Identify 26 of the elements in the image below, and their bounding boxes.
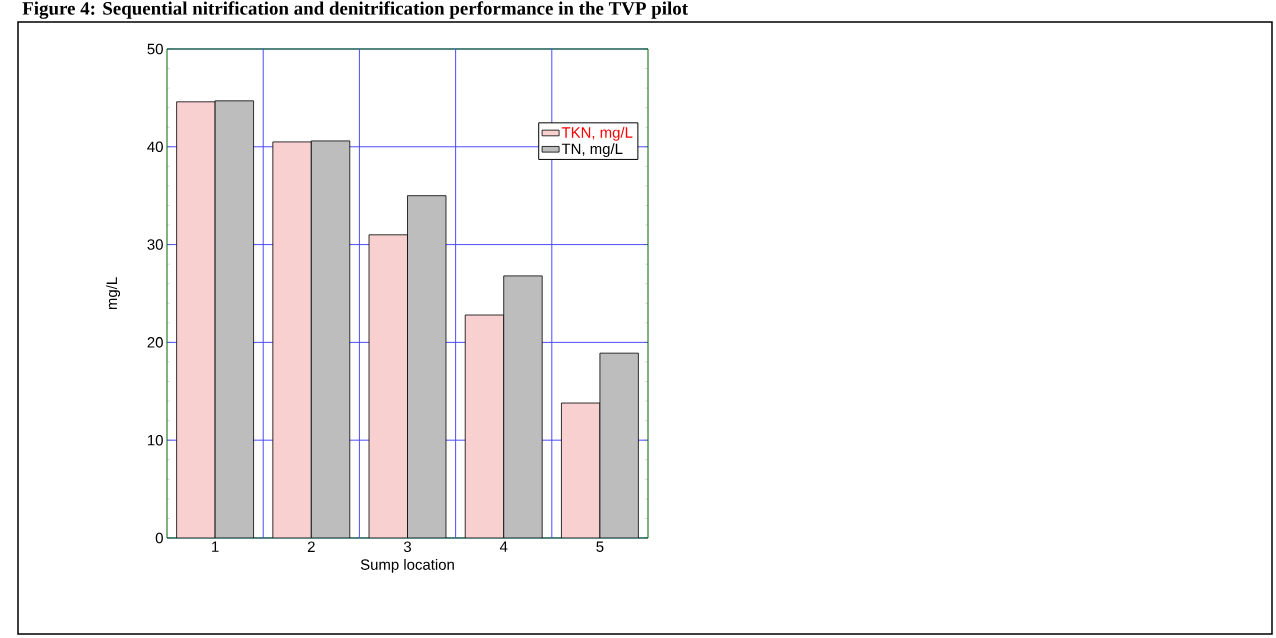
legend-label: TKN, mg/L — [561, 126, 633, 141]
y-tick-label: 40 — [147, 141, 163, 153]
x-tick-label: 1 — [212, 541, 219, 552]
x-axis-title: Sump location — [360, 558, 454, 573]
y-axis-title: mg/L — [106, 277, 121, 310]
x-tick-label: 4 — [499, 541, 508, 552]
bar — [176, 101, 216, 538]
bar — [465, 315, 504, 538]
chart-title: Figure 4: Sequential nitrification and denitrification performance in the TVP pilot — [22, 1, 688, 19]
x-tick-label: 3 — [403, 541, 412, 553]
bar — [215, 100, 254, 538]
bar — [369, 234, 408, 538]
y-tick-label: 30 — [147, 239, 163, 250]
y-tick-label: 10 — [148, 434, 163, 446]
bar — [407, 195, 446, 538]
x-tick-label: 5 — [596, 541, 604, 552]
y-tick-label: 0 — [155, 532, 163, 544]
bar — [599, 352, 639, 538]
bar — [561, 402, 601, 538]
legend-label: TN, mg/L — [561, 143, 623, 158]
x-tick-label: 2 — [307, 541, 315, 552]
y-tick-label: 20 — [147, 337, 163, 348]
bar — [311, 140, 350, 538]
y-tick-label: 50 — [147, 43, 163, 55]
bar — [503, 275, 543, 538]
bar — [272, 141, 312, 538]
